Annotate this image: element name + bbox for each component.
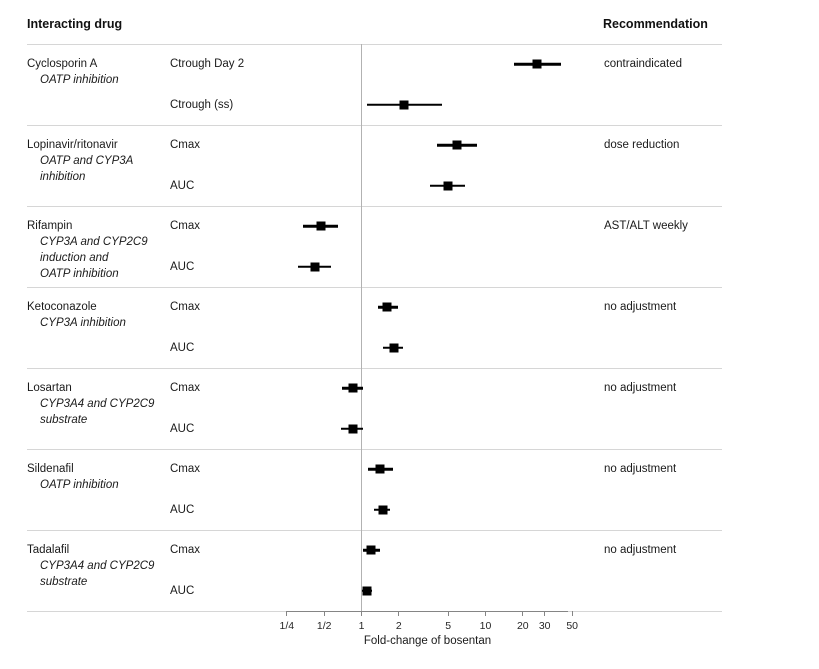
drug-mechanism-line: OATP and CYP3A [40, 154, 134, 167]
section-separator [27, 205, 722, 207]
drug-name: Losartan [27, 381, 72, 394]
point-estimate-marker [310, 262, 320, 271]
drug-mechanism-line: CYP3A and CYP2C9 [40, 235, 148, 248]
axis-tick [447, 610, 449, 616]
drug-mechanism-line: CYP3A4 and CYP2C9 [40, 397, 155, 410]
drug-label-block: Rifampin CYP3A and CYP2C9 induction and OAT… [27, 218, 148, 282]
drug-mechanism-line: CYP3A inhibition [40, 316, 126, 329]
section-separator [27, 529, 722, 531]
drug-label-block: Tadalafil CYP3A4 and CYP2C9 substrate [27, 542, 154, 590]
parameter-label: AUC [170, 341, 195, 354]
axis-tick-label: 2 [395, 619, 402, 632]
point-estimate-marker [375, 464, 385, 474]
section-separator [27, 367, 722, 369]
parameter-label: AUC [170, 179, 195, 192]
parameter-label: Cmax [170, 463, 201, 475]
drug-mechanism-line: substrate [40, 413, 88, 426]
drug-label-block: Losartan CYP3A4 and CYP2C9 substrate [27, 380, 154, 428]
point-estimate-marker [452, 140, 462, 150]
drug-mechanism-line: OATP inhibition [40, 267, 119, 280]
parameter-label: AUC [170, 260, 195, 273]
drug-name: Ketoconazole [27, 300, 97, 313]
recommendation-label: no adjustment [604, 382, 677, 394]
recommendation-label: no adjustment [604, 544, 677, 556]
point-estimate-marker [399, 100, 409, 109]
parameter-label: Cmax [170, 382, 201, 394]
parameter-label: Ctrough Day 2 [170, 58, 245, 70]
recommendation-label: AST/ALT weekly [604, 220, 688, 232]
parameter-label: Cmax [170, 220, 201, 232]
drug-label-block: Ketoconazole CYP3A inhibition [27, 299, 126, 331]
axis-tick [360, 610, 363, 616]
drug-mechanism-line: inhibition [40, 170, 86, 183]
point-estimate-marker [378, 505, 388, 514]
point-estimate-marker [348, 383, 358, 393]
point-estimate-marker [389, 343, 399, 352]
drug-mechanism-line: OATP inhibition [40, 478, 119, 491]
column-header-interacting-drug: Interacting drug [27, 17, 123, 31]
drug-mechanism-line: OATP inhibition [40, 73, 119, 86]
recommendation-label: no adjustment [604, 301, 677, 313]
recommendation-label: no adjustment [604, 463, 677, 475]
axis-tick [286, 610, 288, 616]
point-estimate-marker [362, 586, 372, 595]
axis-tick [571, 610, 573, 616]
drug-mechanism-line: CYP3A4 and CYP2C9 [40, 559, 155, 572]
header-separator [27, 43, 722, 45]
axis-tick-label: 30 [538, 619, 551, 632]
parameter-label: AUC [170, 584, 195, 597]
drug-mechanism-line: induction and [40, 251, 109, 264]
section-separator [27, 124, 722, 126]
axis-tick-label: 1/2 [316, 619, 332, 632]
point-estimate-marker [316, 221, 326, 231]
drug-label-block: Cyclosporin A OATP inhibition [27, 56, 119, 88]
drug-label-block: Sildenafil OATP inhibition [27, 461, 119, 493]
drug-label-block: Lopinavir/ritonavir OATP and CYP3A inhibit… [27, 137, 133, 185]
drug-name: Sildenafil [27, 462, 74, 475]
point-estimate-marker [532, 59, 542, 69]
point-estimate-marker [382, 302, 392, 312]
axis-tick-label: 20 [516, 619, 529, 632]
parameter-label: Cmax [170, 544, 201, 556]
drug-name: Lopinavir/ritonavir [27, 138, 118, 151]
axis-tick [484, 610, 487, 616]
axis-tick-label: 1/4 [279, 619, 295, 632]
drug-name: Rifampin [27, 219, 73, 232]
section-separator [27, 286, 722, 288]
drug-name: Cyclosporin A [27, 57, 98, 70]
x-axis-line [287, 610, 568, 612]
point-estimate-marker [348, 424, 358, 433]
axis-tick-label: 5 [445, 619, 452, 632]
parameter-label: Ctrough (ss) [170, 98, 234, 111]
drug-name: Tadalafil [27, 543, 70, 556]
parameter-label: Cmax [170, 139, 201, 151]
parameter-label: Cmax [170, 301, 201, 313]
drug-mechanism-line: substrate [40, 575, 88, 588]
parameter-label: AUC [170, 422, 195, 435]
axis-tick [323, 610, 325, 616]
axis-tick-label: 50 [566, 619, 579, 632]
axis-tick [522, 610, 524, 616]
axis-tick [544, 610, 546, 616]
parameter-label: AUC [170, 503, 195, 516]
axis-tick [398, 610, 400, 616]
point-estimate-marker [366, 545, 376, 555]
point-estimate-marker [443, 181, 453, 190]
axis-tick-label: 1 [358, 619, 365, 632]
axis-title: Fold-change of bosentan [363, 634, 492, 647]
recommendation-label: contraindicated [604, 58, 682, 70]
recommendation-label: dose reduction [604, 139, 680, 151]
axis-tick-label: 10 [479, 619, 492, 632]
column-header-recommendation: Recommendation [603, 17, 708, 31]
reference-line [360, 44, 363, 611]
section-separator [27, 448, 722, 450]
